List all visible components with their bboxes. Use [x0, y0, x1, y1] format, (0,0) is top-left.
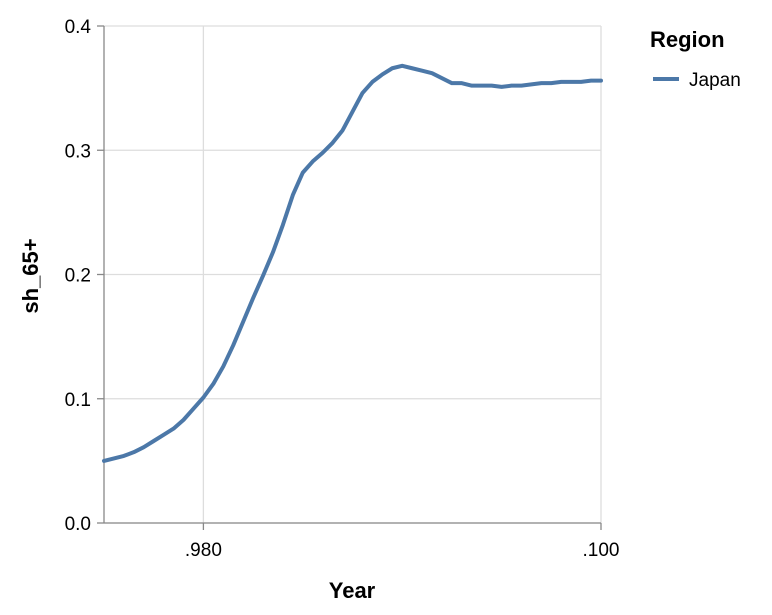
- x-tick-label-1: .100: [583, 540, 620, 561]
- y-tick-label-1: 0.1: [65, 390, 91, 411]
- y-tick-label-2: 0.2: [65, 266, 91, 287]
- y-axis-title: sh_65+: [18, 238, 43, 313]
- legend-title: Region: [650, 27, 725, 52]
- legend-items: Japan: [653, 70, 741, 91]
- series-line-japan: [102, 63, 603, 463]
- y-tick-label-4: 0.4: [65, 17, 92, 38]
- legend: Region Japan: [650, 27, 741, 91]
- series-layer: [102, 63, 603, 463]
- x-axis-title: Year: [329, 578, 376, 603]
- y-tick-label-0: 0.0: [65, 514, 91, 535]
- y-gridlines: [104, 25, 601, 524]
- legend-label-japan: Japan: [689, 70, 741, 91]
- x-ticks: .980 .100: [185, 523, 620, 561]
- x-tick-label-0: .980: [185, 540, 222, 561]
- y-tick-label-3: 0.3: [65, 141, 91, 162]
- y-ticks: 0.0 0.1 0.2 0.3 0.4: [65, 17, 104, 535]
